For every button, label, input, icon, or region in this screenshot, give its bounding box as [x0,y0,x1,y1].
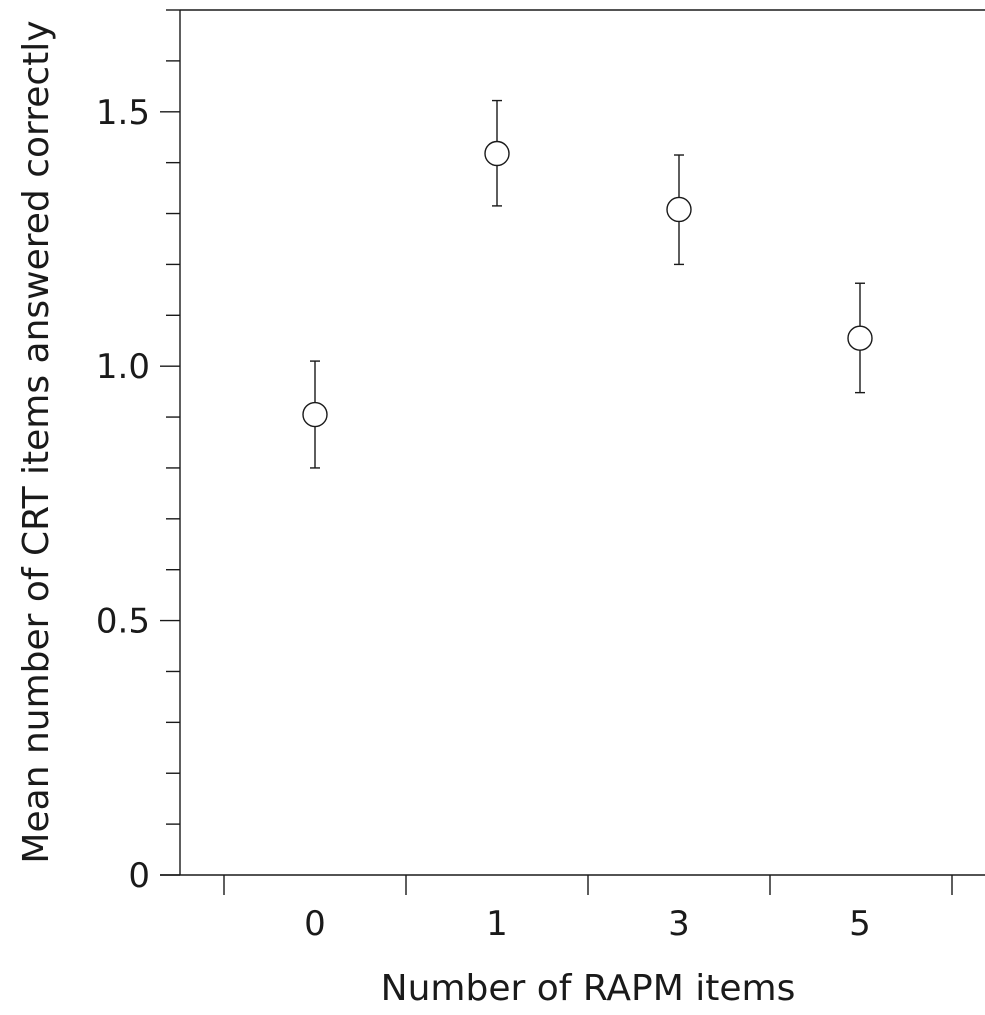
data-point [847,325,873,351]
x-tick-label: 1 [486,904,508,944]
axes [160,9,985,876]
x-axis-title: Number of RAPM items [381,968,796,1009]
y-axis-title: Mean number of CRT items answered correc… [16,20,57,863]
ticks [160,9,953,895]
data-point [302,401,328,428]
data-point [666,196,692,223]
y-tick-label: 0.5 [96,602,150,642]
data-marks [302,99,873,469]
x-tick-label: 5 [849,904,871,944]
y-tick-label: 1.5 [96,93,150,133]
y-tick-label: 0 [128,856,150,896]
x-tick-label: 0 [304,904,326,944]
tick-labels: 0 0.5 1.0 1.5 0 1 3 5 [96,93,871,944]
y-tick-label: 1.0 [96,347,150,387]
x-tick-label: 3 [668,904,690,944]
data-point [484,140,510,167]
